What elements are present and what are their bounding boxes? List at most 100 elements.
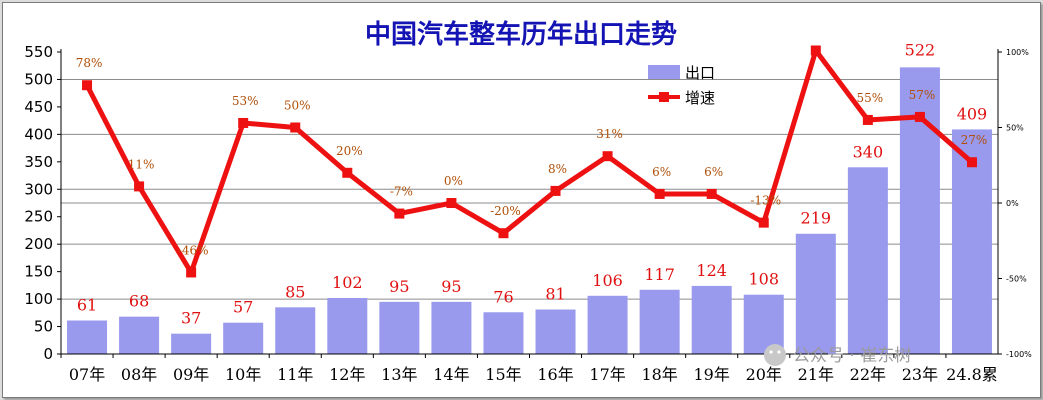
growth-value-label: 53%	[232, 94, 259, 108]
x-tick-label: 14年	[433, 365, 469, 384]
growth-marker	[290, 122, 301, 133]
growth-marker	[82, 80, 93, 91]
bar-value-label: 409	[957, 104, 988, 123]
growth-marker	[186, 267, 197, 278]
y-tick-label: 550	[24, 43, 53, 61]
x-tick-label: 16年	[537, 365, 573, 384]
y2-tick-label: 50%	[1006, 124, 1024, 133]
bar	[691, 285, 732, 354]
y-tick-label: 0	[43, 345, 53, 363]
x-tick-label: 07年	[69, 365, 105, 384]
bar	[483, 312, 524, 354]
growth-marker	[550, 185, 561, 196]
bar-value-label: 522	[905, 40, 936, 59]
bar-value-label: 219	[801, 209, 832, 228]
y-tick-label: 50	[34, 318, 53, 336]
growth-marker	[602, 151, 613, 162]
x-tick-label: 17年	[589, 365, 625, 384]
bar	[743, 294, 784, 354]
growth-marker	[654, 188, 665, 199]
growth-marker	[446, 198, 457, 208]
bar	[379, 301, 420, 354]
y2-tick-label: -50%	[1006, 275, 1027, 284]
x-tick-label: 18年	[641, 365, 677, 384]
bar	[119, 316, 160, 354]
y-tick-label: 100	[24, 290, 53, 308]
bar-value-label: 124	[696, 261, 727, 280]
legend: 出口 增速	[648, 64, 715, 107]
y-tick-label: 300	[24, 180, 53, 198]
x-tick-label: 09年	[173, 365, 209, 384]
y-tick-label: 500	[24, 70, 53, 88]
bar-value-label: 117	[644, 265, 675, 284]
x-tick-label: 10年	[225, 365, 261, 384]
growth-marker	[134, 181, 145, 192]
x-tick-label: 19年	[694, 365, 730, 384]
x-tick-label: 15年	[485, 365, 521, 384]
bar	[431, 301, 472, 354]
y-tick-label: 350	[24, 153, 53, 171]
watermark: 公众号 · 崔东树	[764, 344, 911, 366]
chart-title: 中国汽车整车历年出口走势	[365, 19, 677, 50]
growth-line	[84, 47, 974, 275]
legend-bar-label: 出口	[685, 64, 715, 82]
wechat-icon	[764, 344, 786, 366]
bar	[327, 297, 368, 354]
y-tick-label: 150	[24, 263, 53, 281]
growth-marker	[238, 117, 249, 128]
legend-bar-swatch	[648, 65, 680, 79]
growth-value-label: 57%	[909, 88, 936, 102]
bar	[535, 309, 576, 354]
growth-marker	[966, 157, 977, 168]
growth-value-label: 78%	[76, 56, 103, 70]
bar	[587, 295, 628, 354]
line-series	[82, 45, 977, 278]
x-tick-label: 13年	[381, 365, 417, 384]
growth-value-label: -46%	[178, 243, 209, 257]
axes: 0 50 100 150 200 250 300 350 400 450 500 550 -100% -5…	[24, 43, 1032, 384]
growth-value-label: 6%	[704, 165, 723, 179]
bar-value-label: 102	[332, 273, 363, 292]
y2-tick-label: 100%	[1006, 48, 1029, 57]
growth-value-label: 11%	[128, 157, 155, 171]
x-tick-label: 21年	[798, 365, 834, 384]
bar-value-label: 57	[233, 298, 253, 317]
growth-marker	[862, 114, 873, 125]
growth-value-label: 6%	[652, 165, 671, 179]
y-tick-label: 200	[24, 235, 53, 253]
bar	[223, 322, 264, 354]
growth-value-label: -20%	[490, 204, 521, 218]
y-tick-label: 450	[24, 98, 53, 116]
bar-value-label: 85	[285, 282, 305, 301]
legend-line-marker	[659, 92, 669, 102]
y-tick-label: 400	[24, 125, 53, 143]
bar-value-label: 108	[748, 270, 779, 289]
x-tick-label: 23年	[902, 365, 938, 384]
bar	[171, 333, 212, 354]
bar-value-label: 37	[181, 309, 201, 328]
bar-value-label: 76	[493, 287, 513, 306]
x-tick-label: 20年	[746, 365, 782, 384]
bar-series	[67, 67, 992, 354]
growth-value-label: 20%	[336, 144, 363, 158]
bar-value-label: 340	[853, 142, 884, 161]
growth-marker	[758, 217, 769, 228]
bar	[67, 320, 108, 354]
bar	[899, 67, 940, 354]
x-tick-label: 11年	[277, 365, 313, 384]
growth-value-label: 50%	[284, 99, 311, 113]
x-tick-label: 24.8累	[946, 365, 998, 384]
bar	[795, 233, 836, 354]
bar	[847, 167, 888, 354]
bar-value-label: 68	[129, 292, 149, 311]
growth-value-label: 27%	[961, 133, 988, 147]
growth-value-label: 0%	[444, 174, 463, 188]
watermark-text: 公众号 · 崔东树	[793, 346, 911, 366]
growth-value-label: 8%	[548, 162, 567, 176]
bar	[275, 307, 316, 354]
growth-marker	[342, 167, 353, 178]
growth-marker	[706, 188, 717, 199]
chart-svg: 0 50 100 150 200 250 300 350 400 450 500 550 -100% -5…	[24, 19, 1032, 384]
bar-value-label: 81	[545, 285, 565, 304]
